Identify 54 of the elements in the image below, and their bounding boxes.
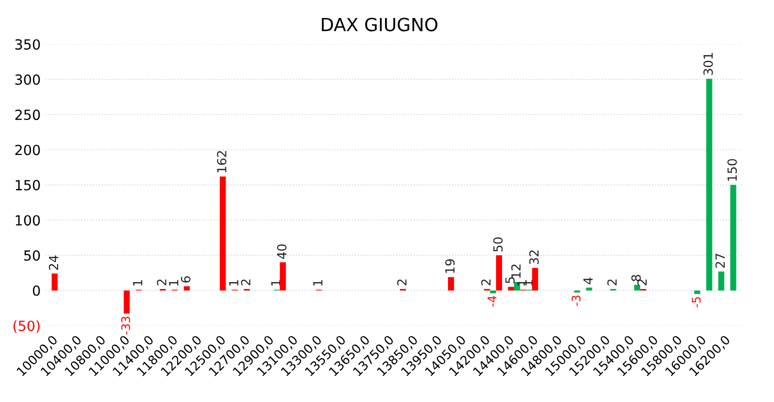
y-tick-label: 100 (16, 215, 40, 226)
chart-title: DAX GIUGNO (322, 18, 438, 32)
y-tick-label: 350 (15, 39, 40, 50)
y-tick-label: 50 (24, 250, 40, 261)
bar (184, 286, 190, 290)
data-label: 24 (48, 256, 58, 270)
y-tick-label: 150 (16, 180, 40, 190)
data-label: -33 (121, 316, 130, 334)
data-label: 19 (445, 259, 455, 273)
bar (124, 290, 130, 314)
bar (718, 271, 724, 290)
y-tick-label: (50) (13, 320, 40, 333)
bar (52, 274, 58, 290)
data-label: 2 (481, 280, 490, 286)
bar (496, 255, 502, 290)
data-label: 2 (397, 280, 406, 286)
y-tick-label: 200 (15, 144, 40, 156)
data-label: -3 (572, 296, 581, 306)
bar (508, 286, 514, 290)
data-label: 1 (133, 280, 142, 286)
y-tick-label: 250 (15, 110, 40, 120)
bar (730, 184, 736, 290)
bar (448, 277, 454, 290)
data-label: 4 (583, 278, 593, 284)
data-label: 2 (156, 280, 166, 286)
data-label: 40 (277, 244, 286, 259)
data-label: 150 (727, 159, 737, 181)
bar (532, 268, 538, 290)
data-label: 162 (216, 151, 226, 172)
bar (220, 176, 226, 290)
data-label: 1 (229, 280, 238, 286)
data-label: 5 (505, 277, 515, 284)
bar (490, 290, 496, 294)
data-label: 2 (607, 280, 617, 286)
bar (694, 290, 700, 294)
data-label: -4 (488, 296, 496, 307)
data-label: 2 (241, 280, 250, 286)
data-label: 301 (703, 53, 713, 75)
bar (706, 78, 712, 290)
bar (574, 290, 580, 293)
data-label: 1 (169, 280, 178, 286)
data-label: 1 (313, 280, 322, 286)
bar (586, 288, 592, 290)
bar (634, 284, 640, 290)
data-label: 12 (511, 264, 521, 278)
data-label: 32 (529, 250, 539, 264)
data-label: 8 (631, 274, 641, 282)
data-label: 6 (180, 276, 190, 283)
bar (280, 262, 286, 290)
y-tick-label: 300 (15, 74, 40, 85)
data-label: -5 (692, 297, 701, 308)
y-tick-label: 0 (32, 285, 40, 296)
data-label: 27 (715, 254, 725, 268)
data-label: 50 (493, 237, 503, 252)
